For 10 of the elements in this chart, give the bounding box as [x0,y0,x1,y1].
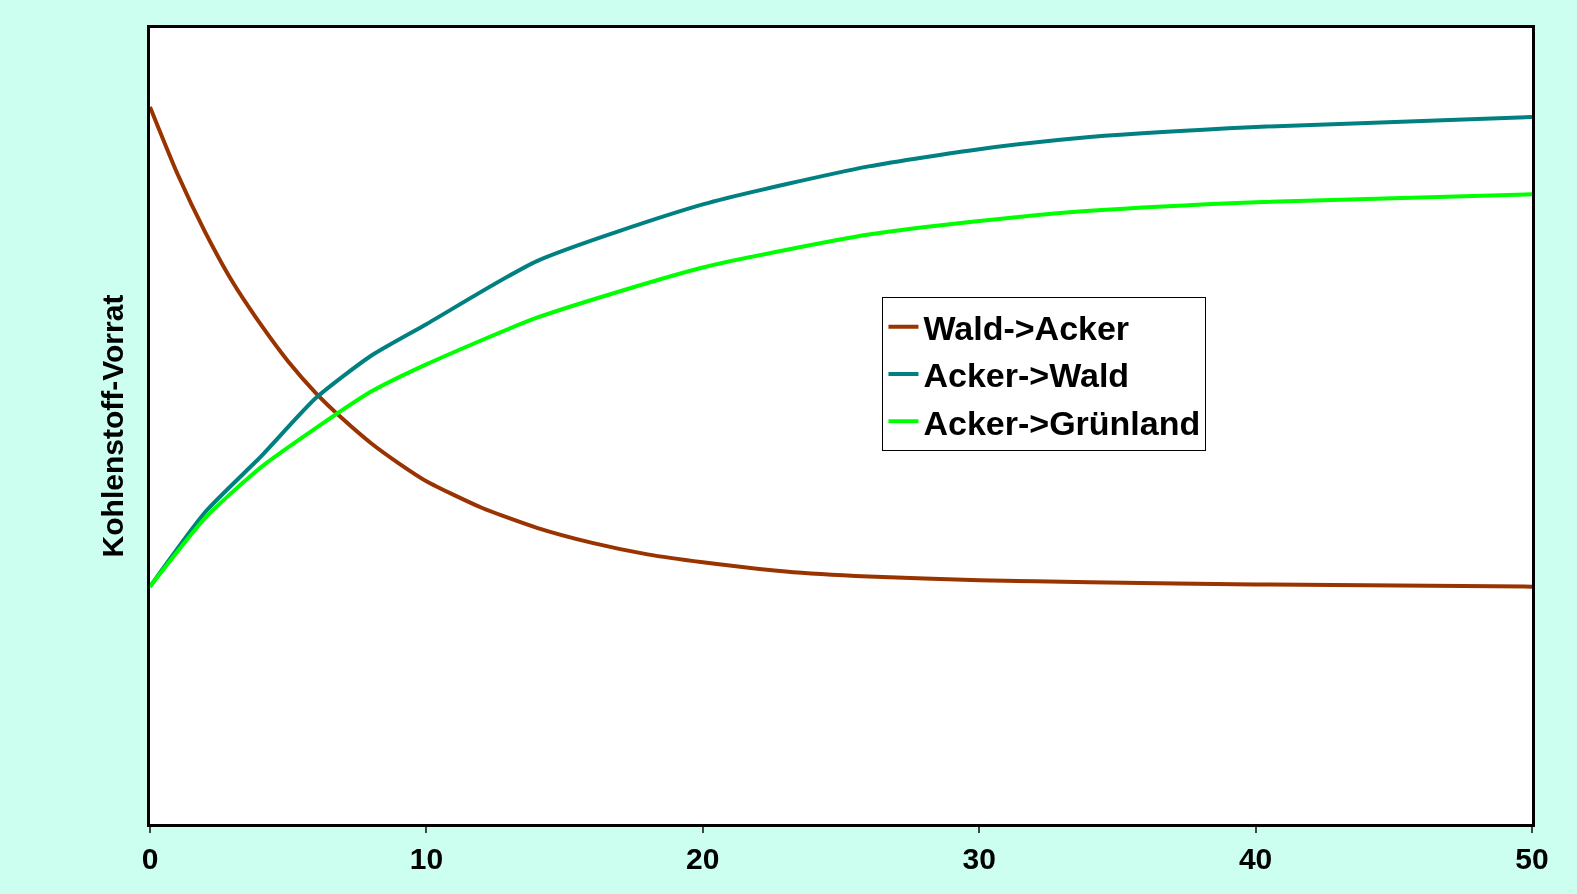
x-tick-label: 10 [409,842,444,875]
legend-label: Acker->Grünland [923,403,1201,442]
x-tick-label: 20 [686,842,720,875]
legend-label: Wald->Acker [923,309,1130,348]
x-tick-label: 30 [962,842,996,875]
x-tick-label: 50 [1515,842,1549,875]
legend-label: Acker->Wald [923,356,1130,395]
x-tick-label: 40 [1238,842,1273,875]
y-axis-title: Kohlenstoff-Vorrat [96,294,129,558]
x-tick-label: 0 [141,842,159,875]
